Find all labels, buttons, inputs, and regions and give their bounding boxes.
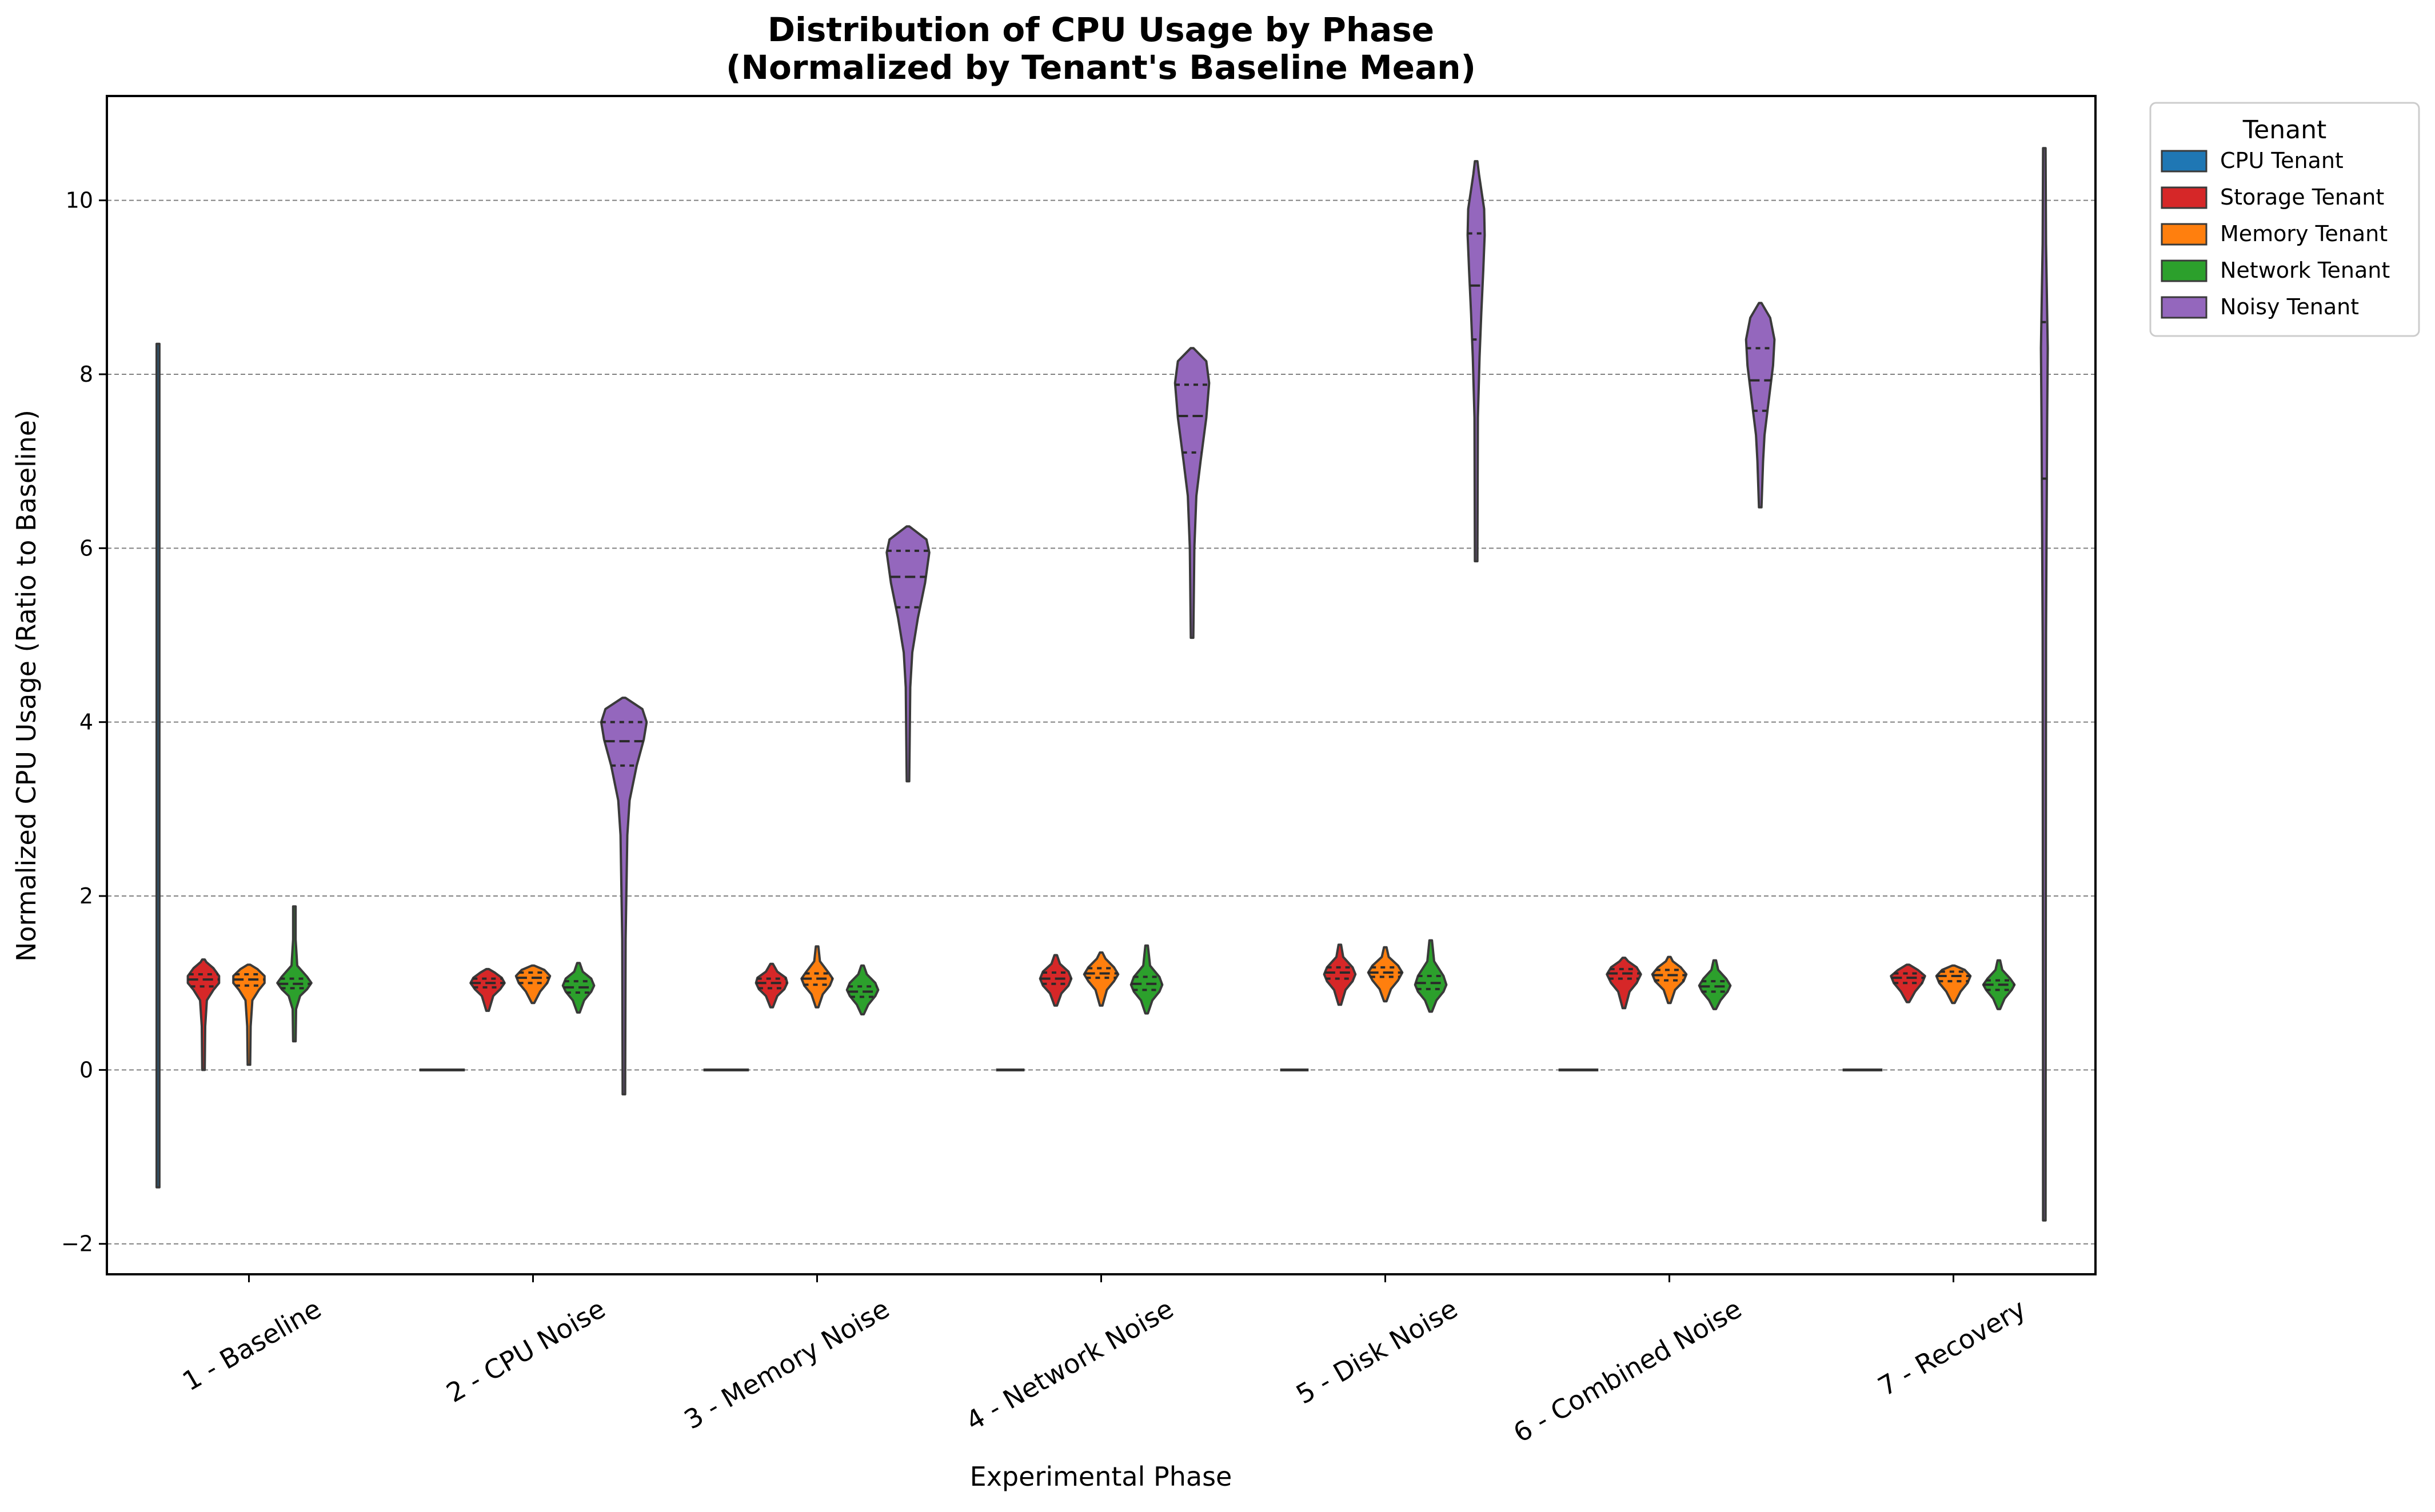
violin-noisy-tenant: [1173, 347, 1211, 639]
violin-noisy-tenant: [1745, 302, 1776, 509]
violin-memory-tenant: [514, 964, 552, 1005]
x-axis-label: Experimental Phase: [970, 1461, 1232, 1492]
legend-label: Noisy Tenant: [2220, 294, 2359, 319]
x-tick-label: 6 - Combined Noise: [1508, 1293, 1747, 1449]
legend-label: CPU Tenant: [2220, 148, 2344, 173]
violin-body: [2039, 147, 2049, 1222]
violin-body: [1606, 957, 1642, 1010]
violin-noisy-tenant: [885, 525, 931, 783]
violin-storage-tenant: [1606, 957, 1642, 1010]
violin-body: [232, 963, 266, 1066]
violin-body: [1323, 943, 1357, 1006]
plot-area-frame: [106, 95, 2097, 1275]
violin-noisy-tenant: [1466, 160, 1486, 563]
violin-storage-tenant: [1323, 943, 1357, 1006]
violin-body: [469, 967, 506, 1012]
violin-body: [1129, 944, 1164, 1015]
violin-body: [1698, 959, 1732, 1010]
y-axis-ticks: −2 0 2 4 6 8 10: [61, 188, 107, 1257]
violin-storage-tenant: [469, 967, 506, 1012]
x-tick-label: 7 - Recovery: [1873, 1293, 2031, 1402]
violin-network-tenant: [1129, 944, 1164, 1015]
x-tick-label: 2 - CPU Noise: [441, 1293, 610, 1409]
violin-storage-tenant: [755, 962, 789, 1009]
y-tick-label: 8: [79, 362, 93, 387]
x-tick-label: 5 - Disk Noise: [1291, 1293, 1463, 1410]
legend-swatch: [2161, 186, 2208, 209]
violin-body: [1039, 954, 1073, 1007]
y-tick-label: 2: [79, 883, 93, 909]
violin-memory-tenant: [1935, 964, 1972, 1005]
violin-network-tenant: [561, 962, 596, 1014]
violin-cpu-tenant: [155, 342, 161, 1189]
violin-network-tenant: [1698, 959, 1732, 1010]
y-axis-label: Normalized CPU Usage (Ratio to Baseline): [11, 410, 42, 962]
legend-label: Network Tenant: [2220, 258, 2390, 283]
violin-memory-tenant: [800, 945, 834, 1009]
violin-body: [755, 962, 789, 1009]
violin-memory-tenant: [1083, 951, 1120, 1007]
violin-network-tenant: [1414, 939, 1448, 1013]
chart-title: Distribution of CPU Usage by Phase: [768, 10, 1434, 49]
chart-subtitle: (Normalized by Tenant's Baseline Mean): [726, 48, 1476, 87]
violin-body: [514, 964, 552, 1005]
y-tick-label: 4: [79, 710, 93, 735]
violin-noisy-tenant: [2039, 147, 2049, 1222]
violin-body: [885, 525, 931, 783]
violin-body: [845, 964, 880, 1015]
violin-body: [276, 905, 313, 1043]
x-tick-label: 1 - Baseline: [177, 1293, 326, 1397]
y-tick-label: 10: [66, 188, 93, 213]
legend-label: Memory Tenant: [2220, 221, 2388, 246]
legend-label: Storage Tenant: [2220, 185, 2384, 210]
violin-body: [1083, 951, 1120, 1007]
violin-storage-tenant: [1890, 963, 1926, 1003]
violin-body: [155, 342, 161, 1189]
legend-items: CPU Tenant Storage Tenant Memory Tenant Net…: [2161, 148, 2390, 319]
legend-title: Tenant: [2242, 115, 2326, 145]
y-tick-label: 6: [79, 535, 93, 561]
legend-swatch: [2161, 296, 2208, 319]
y-tick-label: −2: [61, 1231, 93, 1257]
legend-swatch: [2161, 259, 2208, 282]
legend: Tenant CPU Tenant Storage Tenant Memory Te…: [2149, 102, 2420, 337]
gridlines: [107, 199, 2095, 1245]
legend-swatch: [2161, 150, 2208, 173]
violin-body: [1651, 955, 1688, 1005]
violin-body: [561, 962, 596, 1014]
violin-noisy-tenant: [600, 697, 648, 1095]
legend-frame: [2149, 102, 2420, 337]
violin-body: [600, 697, 648, 1095]
violin-memory-tenant: [1367, 946, 1404, 1003]
y-tick-label: 0: [79, 1057, 93, 1082]
violin-body: [186, 958, 221, 1071]
violin-body: [1466, 160, 1486, 563]
legend-swatch: [2161, 223, 2208, 246]
violin-storage-tenant: [186, 958, 221, 1071]
x-axis-ticks: 1 - Baseline 2 - CPU Noise 3 - Memory Nois…: [177, 1274, 2031, 1449]
violin-body: [1745, 302, 1776, 509]
violin-memory-tenant: [1651, 955, 1688, 1005]
violin-body: [1173, 347, 1211, 639]
violins: [155, 147, 2049, 1222]
violin-storage-tenant: [1039, 954, 1073, 1007]
violin-body: [1367, 946, 1404, 1003]
violin-network-tenant: [276, 905, 313, 1043]
violin-memory-tenant: [232, 963, 266, 1066]
x-tick-label: 4 - Network Noise: [960, 1293, 1179, 1437]
x-tick-label: 3 - Memory Noise: [679, 1293, 895, 1435]
violin-body: [800, 945, 834, 1009]
violin-network-tenant: [1982, 959, 2016, 1010]
violin-network-tenant: [845, 964, 880, 1015]
